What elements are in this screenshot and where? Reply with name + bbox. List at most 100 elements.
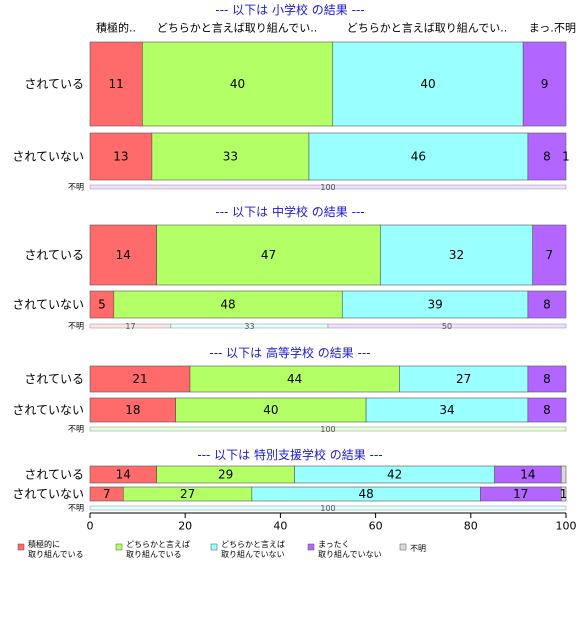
row-label: されている (24, 468, 84, 482)
data-label: 11 (109, 77, 124, 91)
data-label: 40 (263, 403, 278, 417)
data-label: 42 (387, 468, 402, 482)
bar-segment (527, 290, 567, 319)
bar-segment (151, 132, 310, 181)
data-label: 1 (562, 150, 570, 164)
row-label: されていない (12, 403, 84, 417)
data-label: 47 (261, 248, 276, 262)
bar-segment (89, 224, 157, 286)
bar-segment (527, 132, 567, 181)
data-label: 17 (513, 487, 528, 501)
unknown-data-label: 100 (320, 504, 335, 513)
bar-segment (142, 41, 334, 127)
bar-segment (560, 486, 567, 502)
data-label: 29 (218, 468, 233, 482)
data-label: 7 (546, 248, 554, 262)
data-label: 27 (180, 487, 195, 501)
data-label: 44 (287, 372, 302, 386)
unknown-data-label: 17 (125, 322, 135, 331)
bar-segment (341, 290, 529, 319)
unknown-row-label: 不明 (68, 425, 84, 434)
bar-segment (89, 365, 191, 393)
top-category-label: 積極的.. (96, 21, 136, 35)
bar-segment (175, 397, 367, 423)
top-category-label: どちらかと言えば取り組んでい.. (157, 22, 317, 35)
unknown-row-label: 不明 (68, 504, 84, 513)
bar-segment (527, 397, 567, 423)
legend-label: どちらかと言えば取り組んでいる (126, 539, 190, 559)
data-label: 8 (543, 298, 551, 312)
panel-title: --- 以下は 小学校 の結果 --- (215, 2, 364, 17)
legend-swatch (399, 543, 407, 551)
legend-label: 積極的に取り組んでいる (28, 539, 84, 559)
data-label: 8 (543, 403, 551, 417)
data-label: 40 (230, 77, 245, 91)
top-category-label: どちらかと言えば取り組んでい.. (347, 22, 507, 35)
data-label: 34 (439, 403, 454, 417)
unknown-bar-segment (89, 426, 567, 432)
row-label: されていない (12, 298, 84, 312)
bar-segment (89, 132, 153, 181)
data-label: 18 (125, 403, 140, 417)
x-tick-label: 100 (556, 520, 577, 533)
data-label: 9 (541, 77, 549, 91)
legend-swatch (210, 543, 218, 551)
bar-segment (399, 365, 529, 393)
row-label: されている (24, 248, 84, 262)
row-label: されていない (12, 150, 84, 164)
top-category-label: 不明 (554, 22, 576, 35)
data-label: 48 (220, 298, 235, 312)
row-label: されていない (12, 487, 84, 501)
data-label: 27 (456, 372, 471, 386)
data-label: 8 (543, 372, 551, 386)
row-label: されている (24, 77, 84, 91)
bar-segment (380, 224, 533, 286)
data-label: 14 (116, 468, 131, 482)
bar-segment (522, 41, 567, 127)
x-tick-label: 20 (178, 520, 192, 533)
unknown-row-label: 不明 (68, 183, 84, 192)
data-label: 46 (411, 150, 426, 164)
data-label: 7 (103, 487, 111, 501)
x-tick-label: 0 (87, 520, 94, 533)
unknown-data-label: 33 (244, 322, 254, 331)
unknown-row-label: 不明 (68, 322, 84, 331)
unknown-data-label: 100 (320, 425, 335, 434)
legend-label: どちらかと言えば取り組んでいない (221, 539, 285, 559)
unknown-bar-segment (327, 323, 567, 329)
row-label: されている (24, 372, 84, 386)
data-label: 13 (113, 150, 128, 164)
bar-segment (308, 132, 529, 181)
unknown-bar-segment (89, 505, 567, 511)
data-label: 8 (543, 150, 551, 164)
bar-segment (189, 365, 400, 393)
unknown-bar-segment (89, 184, 567, 190)
data-label: 14 (116, 248, 131, 262)
unknown-data-label: 100 (320, 183, 335, 192)
legend-swatch (307, 543, 315, 551)
data-label: 21 (132, 372, 147, 386)
bar-segment (527, 365, 567, 393)
data-label: 32 (449, 248, 464, 262)
data-label: 33 (223, 150, 238, 164)
data-label: 48 (358, 487, 373, 501)
top-category-label: まっ.. (529, 22, 558, 35)
x-tick-label: 80 (464, 520, 478, 533)
x-tick-label: 60 (369, 520, 383, 533)
bar-segment (532, 224, 567, 286)
data-label: 5 (98, 298, 106, 312)
panel-title: --- 以下は 中学校 の結果 --- (215, 204, 364, 219)
data-label: 1 (560, 487, 568, 501)
x-tick-label: 40 (273, 520, 287, 533)
bar-segment (560, 465, 567, 484)
panel-title: --- 以下は 高等学校 の結果 --- (209, 345, 370, 360)
data-label: 40 (420, 77, 435, 91)
bar-segment (365, 397, 529, 423)
bar-segment (89, 41, 143, 127)
unknown-data-label: 50 (442, 322, 452, 331)
data-label: 39 (427, 298, 442, 312)
data-label: 14 (520, 468, 535, 482)
bar-segment (156, 224, 381, 286)
legend-label: 不明 (410, 544, 426, 553)
